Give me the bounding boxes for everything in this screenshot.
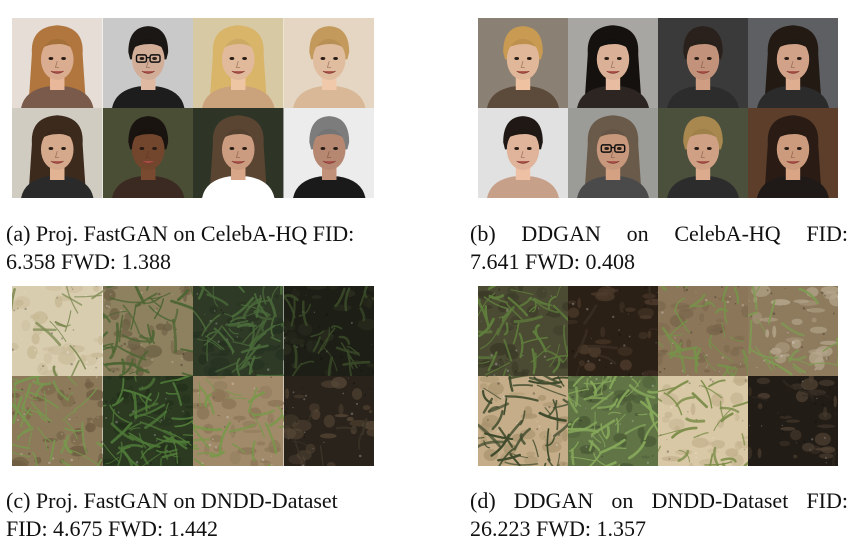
face-image-a-7 xyxy=(193,108,284,198)
soil-image-c-1 xyxy=(12,286,103,376)
face-image-b-4 xyxy=(748,18,838,108)
face-image-b-3 xyxy=(658,18,748,108)
soil-image-d-7 xyxy=(658,376,748,466)
face-image-a-1 xyxy=(12,18,103,108)
caption-c-line2: FID: 4.675 FWD: 1.442 xyxy=(6,516,219,541)
face-image-a-4 xyxy=(283,18,374,108)
soil-image-d-6 xyxy=(568,376,658,466)
caption-b-line2: 7.641 FWD: 0.408 xyxy=(470,249,635,274)
soil-image-d-3 xyxy=(658,286,748,376)
caption-c: (c) Proj. FastGAN on DNDD-Dataset FID: 4… xyxy=(6,487,396,543)
soil-image-c-3 xyxy=(193,286,284,376)
face-image-a-5 xyxy=(12,108,103,198)
soil-image-d-5 xyxy=(478,376,568,466)
soil-image-c-4 xyxy=(283,286,374,376)
image-grid-b xyxy=(478,18,838,198)
caption-b-line1: (b) DDGAN on CelebA-HQ FID: xyxy=(470,221,848,246)
face-image-b-1 xyxy=(478,18,568,108)
caption-a-line2: 6.358 FWD: 1.388 xyxy=(6,249,171,274)
caption-a: (a) Proj. FastGAN on CelebA-HQ FID: 6.35… xyxy=(6,220,396,276)
soil-image-d-4 xyxy=(748,286,838,376)
caption-a-line1: (a) Proj. FastGAN on CelebA-HQ FID: xyxy=(6,221,355,246)
soil-image-c-2 xyxy=(102,286,193,376)
face-image-a-6 xyxy=(102,108,193,198)
caption-c-line1: (c) Proj. FastGAN on DNDD-Dataset xyxy=(6,488,338,513)
face-image-b-8 xyxy=(748,108,838,198)
face-image-a-3 xyxy=(193,18,284,108)
caption-b: (b) DDGAN on CelebA-HQ FID: 7.641 FWD: 0… xyxy=(470,220,848,276)
face-image-b-7 xyxy=(658,108,748,198)
soil-image-d-2 xyxy=(568,286,658,376)
soil-image-c-7 xyxy=(193,376,284,466)
soil-image-d-8 xyxy=(748,376,838,466)
soil-image-c-6 xyxy=(102,376,193,466)
soil-image-c-5 xyxy=(12,376,103,466)
caption-d: (d) DDGAN on DNDD-Dataset FID: 26.223 FW… xyxy=(470,487,848,543)
face-image-b-6 xyxy=(568,108,658,198)
image-grid-d xyxy=(478,286,838,466)
soil-image-d-1 xyxy=(478,286,568,376)
caption-d-line1: (d) DDGAN on DNDD-Dataset FID: xyxy=(470,488,848,513)
face-image-a-8 xyxy=(283,108,374,198)
soil-image-c-8 xyxy=(283,376,374,466)
image-grid-c xyxy=(12,286,374,466)
face-image-b-5 xyxy=(478,108,568,198)
face-image-a-2 xyxy=(102,18,193,108)
caption-d-line2: 26.223 FWD: 1.357 xyxy=(470,516,646,541)
face-image-b-2 xyxy=(568,18,658,108)
image-grid-a xyxy=(12,18,374,198)
